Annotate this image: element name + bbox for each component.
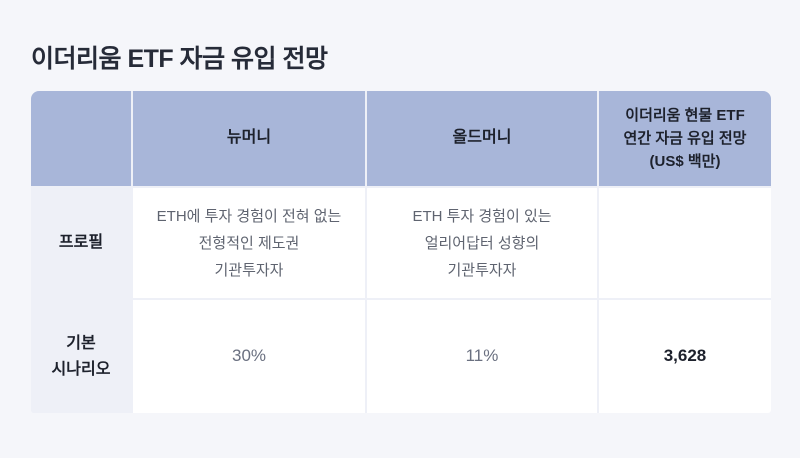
cell-base-scenario-old-money-rate: 11% xyxy=(367,300,597,413)
cell-base-scenario-forecast-value: 3,628 xyxy=(599,300,771,413)
row-label-base-scenario: 기본 시나리오 xyxy=(31,300,131,413)
header-old-money: 올드머니 xyxy=(367,91,597,186)
page-title: 이더리움 ETF 자금 유입 전망 xyxy=(31,44,328,73)
cell-profile-forecast-empty xyxy=(599,188,771,298)
cell-profile-new-money: ETH에 투자 경험이 전혀 없는 전형적인 제도권 기관투자자 xyxy=(133,188,365,298)
row-label-profile: 프로필 xyxy=(31,188,131,298)
header-forecast: 이더리움 현물 ETF 연간 자금 유입 전망 (US$ 백만) xyxy=(599,91,771,186)
header-corner-cell xyxy=(31,91,131,186)
cell-base-scenario-new-money-rate: 30% xyxy=(133,300,365,413)
etf-forecast-table: 뉴머니 올드머니 이더리움 현물 ETF 연간 자금 유입 전망 (US$ 백만… xyxy=(31,91,771,413)
header-new-money: 뉴머니 xyxy=(133,91,365,186)
cell-profile-old-money: ETH 투자 경험이 있는 얼리어답터 성향의 기관투자자 xyxy=(367,188,597,298)
